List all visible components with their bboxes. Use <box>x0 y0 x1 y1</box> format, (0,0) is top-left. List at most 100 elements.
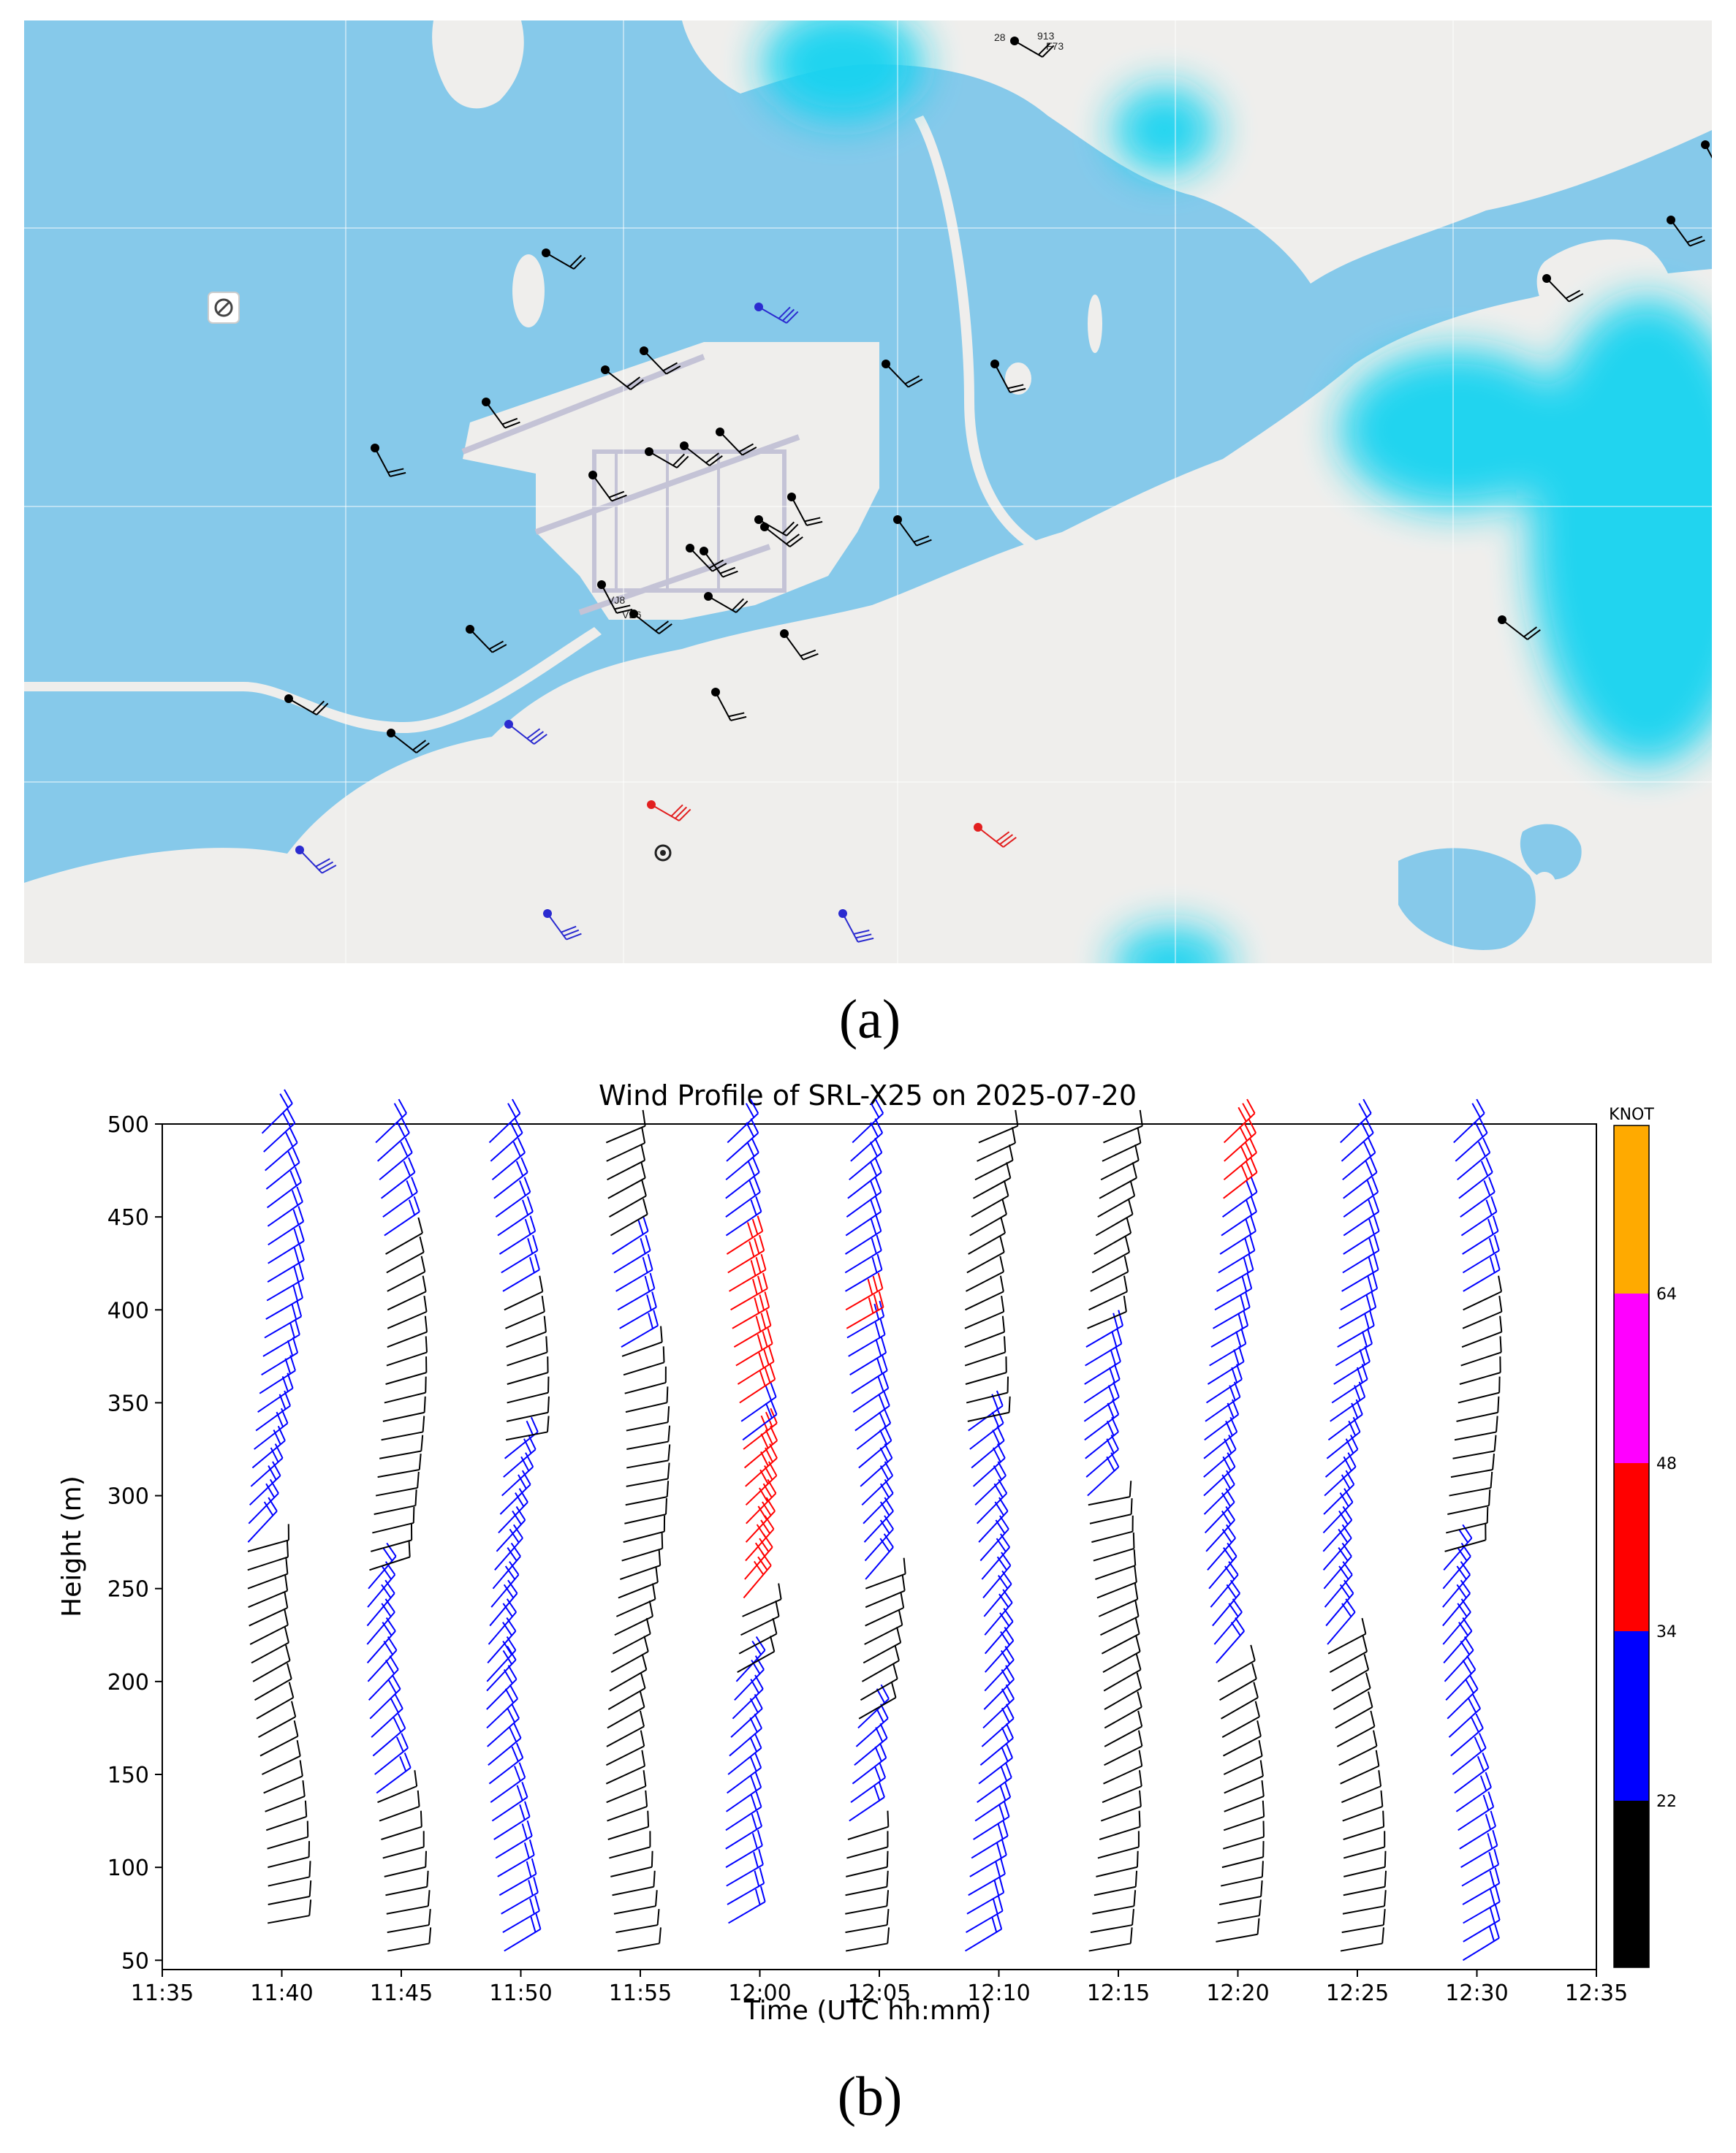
profile-barb <box>1338 1291 1377 1329</box>
profile-barb <box>1327 1617 1367 1655</box>
profile-barb <box>261 1089 293 1134</box>
profile-barb <box>978 1109 1019 1144</box>
profile-barb <box>735 1328 773 1367</box>
profile-barb <box>607 1810 650 1840</box>
profile-barb <box>854 1390 890 1432</box>
profile-barb <box>1462 1215 1499 1255</box>
profile-barb <box>981 1704 1015 1747</box>
profile-barb <box>968 1217 1007 1255</box>
profile-barb <box>846 1177 882 1218</box>
profile-barb <box>845 1215 882 1255</box>
profile-barb <box>725 1791 762 1831</box>
profile-barb <box>375 1471 420 1497</box>
profile-barb <box>607 1790 648 1822</box>
profile-barb <box>854 1723 888 1766</box>
profile-barb <box>265 1800 308 1831</box>
profile-barb <box>498 1488 528 1534</box>
profile-barb <box>1103 1654 1142 1692</box>
profile-barb <box>1342 1890 1387 1915</box>
profile-barb <box>247 1541 289 1571</box>
colorbar-tick: 64 <box>1656 1286 1677 1304</box>
profile-barb <box>1343 1196 1380 1237</box>
map-barb <box>547 913 582 941</box>
profile-barb <box>1100 1600 1140 1636</box>
profile-barb <box>1206 1364 1243 1404</box>
profile-barb <box>499 1215 537 1255</box>
profile-barb <box>379 1137 413 1181</box>
map-barb <box>1546 278 1584 303</box>
profile-barb <box>740 1381 777 1422</box>
profile-barb <box>966 1895 1004 1934</box>
profile-barb <box>865 1557 906 1590</box>
profile-barb <box>1218 1880 1263 1905</box>
profile-barb <box>496 1505 526 1552</box>
x-tick-label: 11:40 <box>250 1981 313 2006</box>
rain-echo-1 <box>762 20 923 123</box>
profile-barb <box>626 1444 671 1469</box>
map-barb <box>842 913 874 943</box>
profile-barb <box>377 1770 418 1804</box>
profile-barb <box>384 1196 420 1237</box>
profile-barb <box>489 1579 518 1627</box>
y-tick-label: 500 <box>107 1112 149 1138</box>
profile-barb <box>1324 1452 1357 1497</box>
profile-barb <box>486 1665 518 1710</box>
profile-barb <box>621 1532 664 1562</box>
profile-barb <box>623 1346 665 1376</box>
profile-barb <box>488 1723 522 1766</box>
profile-barb <box>265 1282 303 1320</box>
profile-barb <box>1343 1831 1386 1859</box>
profile-barb <box>497 1839 535 1877</box>
airport-runways <box>461 354 800 615</box>
map-barb <box>299 849 337 874</box>
profile-barb <box>621 1326 663 1357</box>
profile-barb <box>726 1848 764 1887</box>
map-barb <box>648 451 689 468</box>
profile-barb <box>607 1672 646 1710</box>
map-barb <box>689 547 727 572</box>
profile-barb <box>256 1682 295 1720</box>
x-tick-label: 12:05 <box>848 1981 911 2006</box>
profile-barb <box>607 1144 646 1181</box>
profile-barb <box>609 1654 648 1692</box>
profile-barb <box>1216 1617 1246 1664</box>
profile-barb <box>1093 1217 1132 1255</box>
profile-barb <box>610 1636 649 1674</box>
profile-barb <box>856 1408 892 1450</box>
profile-barb <box>490 1118 523 1162</box>
profile-barb <box>1455 1118 1488 1162</box>
profile-barb <box>1442 1561 1471 1608</box>
profile-barb <box>266 1166 302 1209</box>
colorbar-tick: 34 <box>1656 1623 1677 1641</box>
map-toggle-button[interactable] <box>208 292 240 324</box>
profile-barb <box>264 1300 303 1339</box>
profile-barb <box>1212 1291 1251 1329</box>
x-axis-label: Time (UTC hh:mm) <box>743 1996 991 2026</box>
profile-barb <box>965 1356 1007 1385</box>
profile-barb <box>617 1927 662 1952</box>
profile-barb <box>386 1336 428 1367</box>
profile-barb <box>387 1315 428 1348</box>
profile-barb <box>1221 1701 1260 1739</box>
profile-barb <box>977 1127 1016 1162</box>
profile-barb <box>845 1927 890 1952</box>
profile-barb <box>1222 1820 1265 1850</box>
profile-barb <box>1221 1177 1258 1218</box>
profile-barb <box>488 1598 517 1645</box>
profile-barb <box>1341 1909 1386 1934</box>
profile-barb <box>849 1337 887 1376</box>
profile-barb <box>1446 1506 1489 1534</box>
profile-barb <box>1090 1256 1129 1292</box>
profile-barb <box>1458 1157 1493 1199</box>
profile-barb <box>1449 1471 1493 1497</box>
map-wind-barbs <box>284 37 1712 943</box>
profile-barb <box>268 1861 311 1887</box>
profile-barb <box>1219 1663 1257 1701</box>
profile-barb <box>382 1396 426 1422</box>
profile-barb <box>616 1583 656 1617</box>
profile-barb <box>1463 1886 1501 1924</box>
profile-barb <box>1442 1542 1471 1590</box>
profile-barb <box>486 1684 518 1729</box>
profile-barb <box>384 1376 427 1404</box>
profile-barb <box>1445 1655 1477 1701</box>
